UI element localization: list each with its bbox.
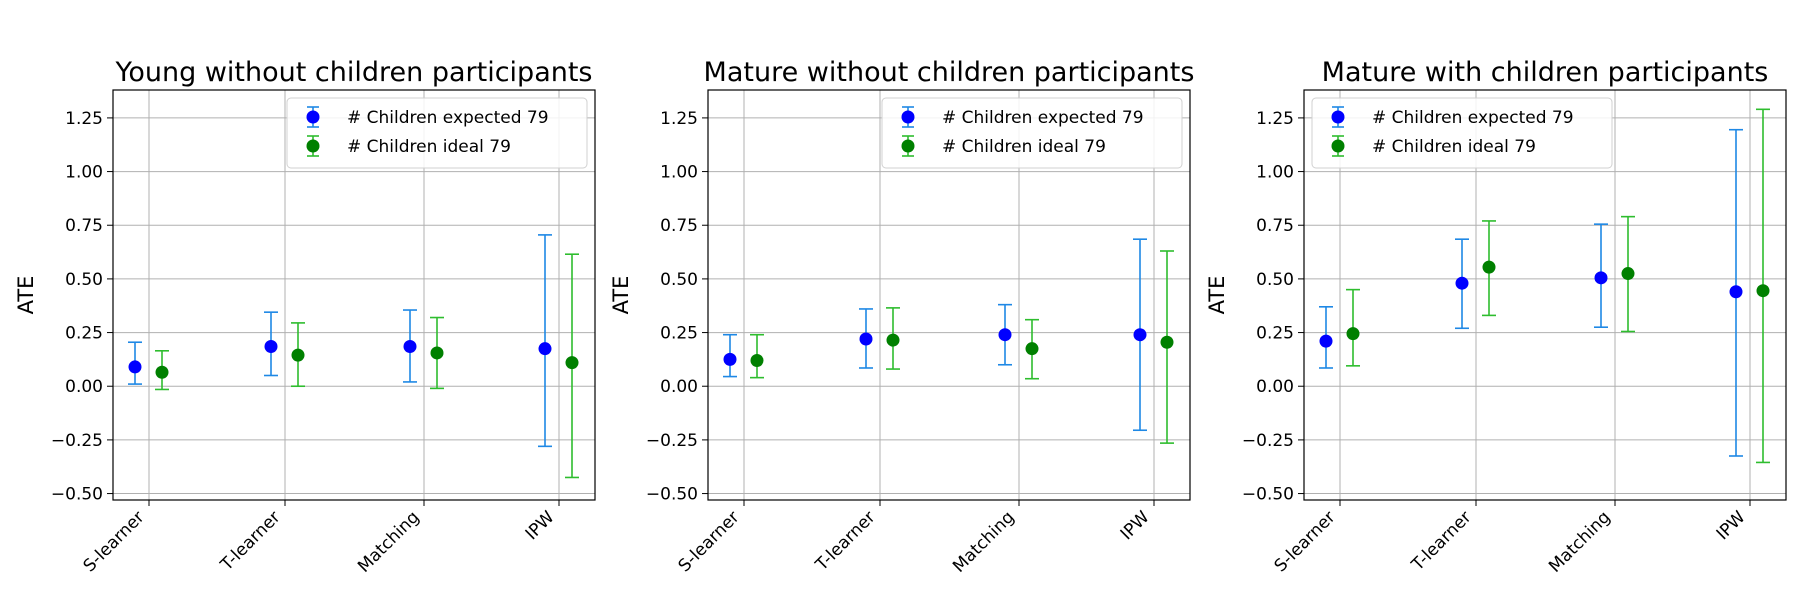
data-point (1025, 342, 1039, 356)
data-point (403, 340, 417, 354)
legend-label: # Children ideal 79 (942, 137, 1106, 157)
legend-label: # Children ideal 79 (1372, 137, 1536, 157)
y-tick-label: 0.25 (65, 324, 103, 344)
y-tick-label: 1.00 (1256, 163, 1294, 183)
y-tick-label: 0.25 (660, 324, 698, 344)
y-tick-label: 0.50 (660, 270, 698, 290)
chart-title: Mature with children participants (1322, 57, 1769, 88)
data-point (155, 365, 169, 379)
y-tick-label: −0.50 (51, 485, 103, 505)
axes-frame (112, 89, 596, 501)
data-point (1346, 327, 1360, 341)
y-tick-label: 0.00 (660, 377, 698, 397)
data-point (565, 356, 579, 370)
y-tick-label: 1.25 (1256, 109, 1294, 129)
data-point (1133, 328, 1147, 342)
y-tick-label: 0.50 (1256, 270, 1294, 290)
legend-marker (901, 110, 915, 124)
legend-box (286, 97, 588, 169)
y-axis-label: ATE (609, 276, 633, 315)
y-tick-label: −0.50 (1242, 485, 1294, 505)
axes-frame (707, 89, 1191, 501)
data-point (1319, 334, 1333, 348)
legend-box (1311, 97, 1613, 169)
x-tick-label: S-learner (675, 507, 744, 576)
data-point (1594, 271, 1608, 285)
legend-label: # Children expected 79 (347, 108, 549, 128)
data-point (1482, 260, 1496, 274)
chart-title: Young without children participants (114, 57, 592, 88)
y-tick-label: −0.25 (51, 431, 103, 451)
data-point (430, 346, 444, 360)
y-tick-label: 0.75 (660, 216, 698, 236)
data-point (538, 342, 552, 356)
x-tick-label: Matching (1545, 507, 1614, 576)
y-tick-label: 1.00 (65, 163, 103, 183)
data-point (750, 353, 764, 367)
x-tick-label: T-learner (811, 507, 879, 575)
data-point (998, 328, 1012, 342)
legend-marker (306, 110, 320, 124)
data-point (264, 340, 278, 354)
legend-label: # Children ideal 79 (347, 137, 511, 157)
legend-marker (1331, 139, 1345, 153)
legend: # Children expected 79 # Children ideal 7… (1311, 97, 1613, 169)
x-tick-label: Matching (354, 507, 423, 576)
legend-marker (901, 139, 915, 153)
axes-frame (1303, 89, 1787, 501)
legend: # Children expected 79 # Children ideal 7… (286, 97, 588, 169)
data-point (1756, 284, 1770, 298)
y-tick-label: 1.00 (660, 163, 698, 183)
x-tick-label: IPW (1117, 507, 1154, 544)
legend-label: # Children expected 79 (1372, 108, 1574, 128)
y-tick-label: 1.25 (660, 109, 698, 129)
x-tick-label: IPW (1713, 507, 1750, 544)
y-tick-label: 0.75 (65, 216, 103, 236)
data-point (128, 360, 142, 374)
data-point (291, 348, 305, 362)
data-point (1621, 267, 1635, 281)
y-tick-label: −0.50 (646, 485, 698, 505)
x-tick-label: Matching (949, 507, 1018, 576)
y-tick-label: 0.00 (1256, 377, 1294, 397)
data-point (1455, 276, 1469, 290)
data-point (723, 352, 737, 366)
x-tick-label: T-learner (216, 507, 284, 575)
legend-marker (1331, 110, 1345, 124)
chart-panel-3: −0.50 −0.25 0.00 0.25 0.50 0.75 1.00 1.25 S-lear… (1205, 57, 1787, 577)
y-tick-label: 0.75 (1256, 216, 1294, 236)
y-tick-label: 0.00 (65, 377, 103, 397)
y-axis-label: ATE (1205, 276, 1229, 315)
data-point (886, 333, 900, 347)
legend-label: # Children expected 79 (942, 108, 1144, 128)
x-tick-label: S-learner (80, 507, 149, 576)
chart-title: Mature without children participants (704, 57, 1195, 88)
y-tick-label: 1.25 (65, 109, 103, 129)
x-tick-label: T-learner (1407, 507, 1475, 575)
chart-panel-2: −0.50 −0.25 0.00 0.25 0.50 0.75 1.00 1.25 S-lear… (609, 57, 1194, 577)
y-tick-label: −0.25 (1242, 431, 1294, 451)
x-tick-label: S-learner (1271, 507, 1340, 576)
legend: # Children expected 79 # Children ideal 7… (881, 97, 1183, 169)
legend-marker (306, 139, 320, 153)
legend-box (881, 97, 1183, 169)
y-tick-label: 0.25 (1256, 324, 1294, 344)
chart-panel-1: −0.50 −0.25 0.00 0.25 0.50 0.75 1.00 1.25 S-lear… (14, 57, 596, 577)
y-axis-label: ATE (14, 276, 38, 315)
y-tick-label: 0.50 (65, 270, 103, 290)
x-tick-label: IPW (522, 507, 559, 544)
data-point (859, 332, 873, 346)
y-tick-label: −0.25 (646, 431, 698, 451)
data-point (1729, 285, 1743, 299)
data-point (1160, 335, 1174, 349)
